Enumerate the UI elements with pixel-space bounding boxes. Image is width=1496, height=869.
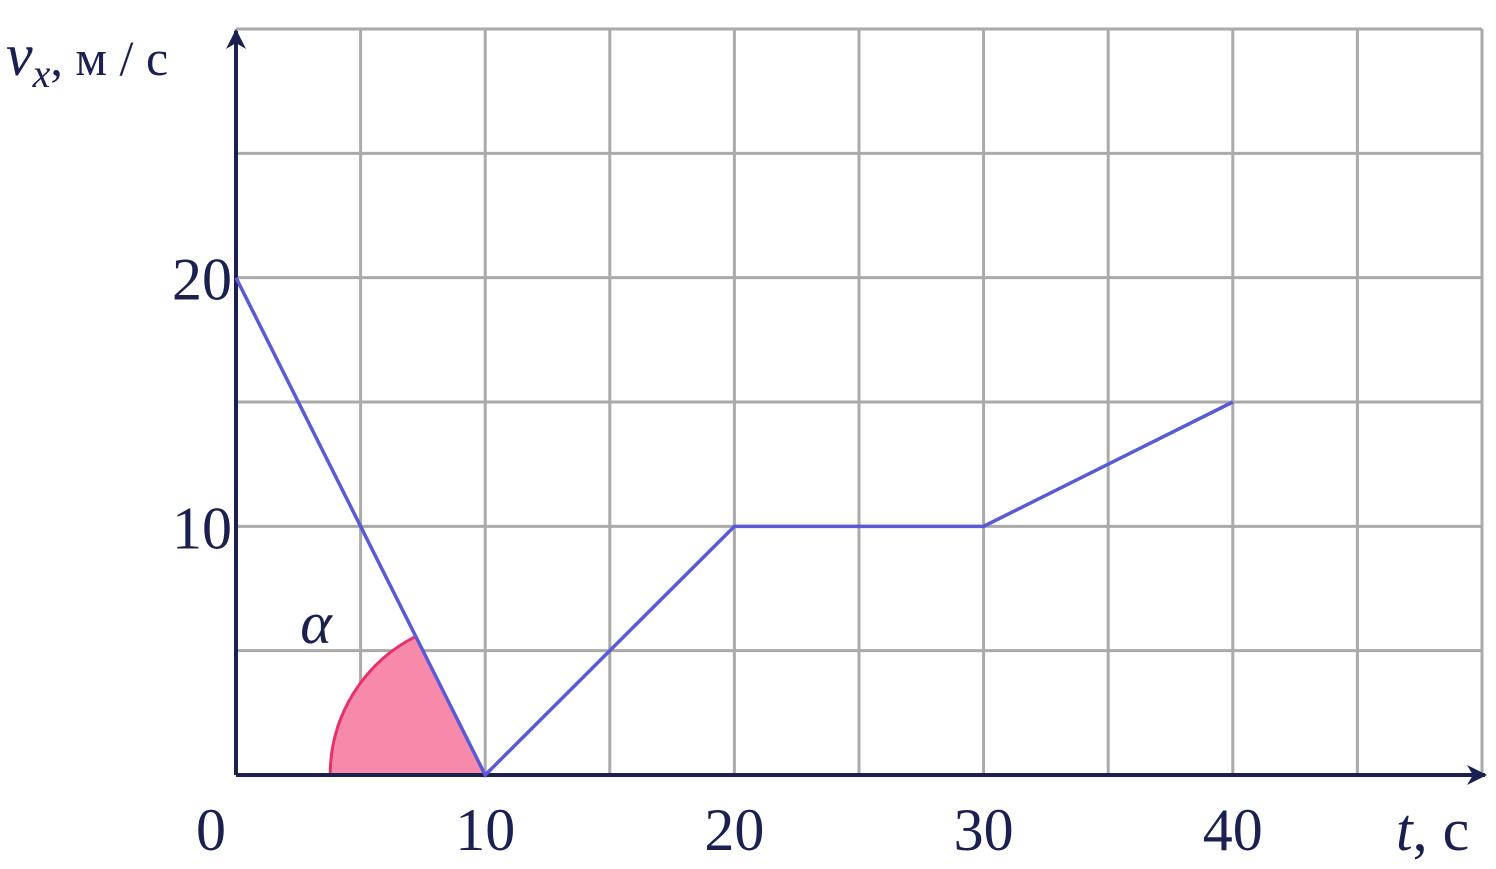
y-axis-symbol: v [6,22,33,88]
y-tick-label: 10 [172,495,232,561]
x-tick-label: 30 [954,797,1014,863]
x-tick-label: 40 [1203,797,1263,863]
axes [226,29,1487,785]
y-axis-label: vx, м / с [6,22,168,96]
x-tick-label: 20 [704,797,764,863]
data-line [234,276,1234,778]
plot [234,276,1234,778]
x-axis-label: t, с [1396,797,1469,863]
y-axis-subscript: x [32,51,51,96]
y-axis-unit: , м / с [50,30,168,86]
x-axis-symbol: t [1396,797,1414,863]
angle-sector [330,636,486,775]
x-axis-unit: , с [1413,797,1470,863]
x-tick-label: 0 [196,797,226,863]
angle-label: α [300,590,333,656]
labels: α 0 10 20 30 40 10 20 t, с vx, м / с [6,22,1469,863]
angle-arc [328,635,417,776]
x-tick-label: 10 [455,797,515,863]
y-tick-label: 20 [172,247,232,313]
